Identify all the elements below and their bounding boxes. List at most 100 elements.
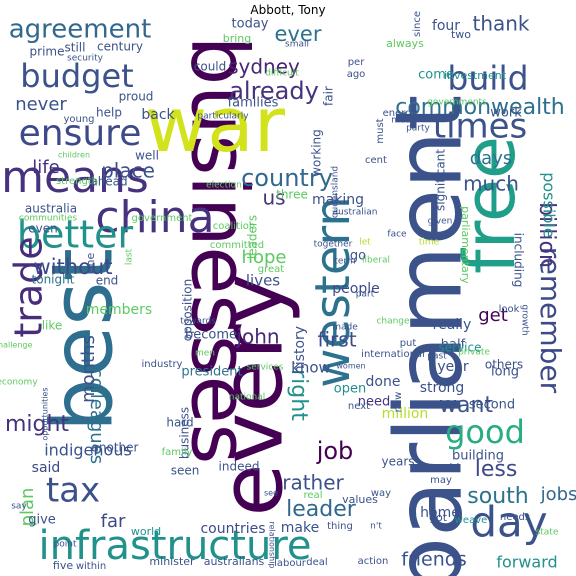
word-far-47: far bbox=[101, 511, 126, 532]
word-day-14: day bbox=[470, 498, 547, 547]
word-term-170: term bbox=[334, 257, 355, 267]
word-deal-125: deal bbox=[306, 557, 327, 568]
word-two-141: two bbox=[451, 28, 471, 41]
word-back-85: back bbox=[141, 107, 175, 123]
word-part-173: part bbox=[356, 290, 375, 300]
word-war-4: war bbox=[145, 80, 286, 169]
word-western-17: western bbox=[305, 196, 361, 387]
word-possible-45: possible bbox=[540, 172, 559, 238]
word-today-87: today bbox=[232, 17, 269, 32]
word-might-28: might bbox=[5, 412, 69, 437]
word-much-43: much bbox=[463, 172, 519, 196]
word-leaders-100: leaders bbox=[246, 215, 260, 259]
word-indigenous-55: indigenous bbox=[44, 441, 132, 460]
word-weave-131: weave bbox=[455, 515, 488, 526]
word-plan-46: plan bbox=[17, 488, 38, 527]
word-even-112: even bbox=[28, 222, 57, 236]
word-let-167: let bbox=[359, 238, 371, 248]
word-significant-102: significant bbox=[434, 149, 448, 211]
word-communities-153: communities bbox=[19, 214, 77, 224]
word-trade-16: trade bbox=[7, 236, 51, 337]
word-working-101: working bbox=[310, 129, 324, 177]
word-party-160: party bbox=[406, 124, 430, 134]
word-give-73: give bbox=[28, 513, 56, 528]
word-could-108: could bbox=[194, 60, 227, 74]
word-state-194: state bbox=[536, 528, 559, 538]
word-growth-139: growth bbox=[520, 304, 530, 335]
word-every-2: every bbox=[202, 274, 302, 517]
word-real-129: real bbox=[304, 490, 323, 501]
word-australians-120: australians bbox=[204, 555, 265, 568]
word-rather-37: rather bbox=[282, 471, 344, 495]
word-billion-24: billion bbox=[534, 202, 559, 268]
word-best-3: best bbox=[33, 248, 132, 432]
word-change-174: change bbox=[376, 317, 410, 327]
word-seen-118: seen bbox=[171, 464, 200, 478]
word-jobs-48: jobs bbox=[540, 484, 576, 505]
word-women-184: women bbox=[336, 362, 365, 371]
word-time-166: time bbox=[419, 238, 440, 248]
word-colleagues-31: colleagues bbox=[86, 368, 107, 464]
word-children-151: children bbox=[58, 151, 90, 160]
word-may-135: may bbox=[430, 475, 452, 486]
word-sydney-25: sydney bbox=[228, 55, 300, 79]
word-years-115: years bbox=[381, 455, 414, 469]
word-needs-132: needs bbox=[500, 512, 530, 523]
word-life-49: life bbox=[32, 157, 59, 178]
word-indeed-116: indeed bbox=[219, 460, 260, 474]
word-families-86: families bbox=[228, 96, 279, 111]
word-home-72: home bbox=[420, 505, 460, 521]
word-remember-20: remember bbox=[534, 247, 567, 394]
word-members-74: members bbox=[86, 302, 152, 318]
word-opposition-98: opposition bbox=[181, 279, 195, 342]
word-country-22: country bbox=[241, 164, 333, 192]
word-place-35: place bbox=[101, 159, 155, 183]
word-new-136: new bbox=[393, 392, 404, 413]
word-hope-52: hope bbox=[242, 247, 287, 268]
word-million-65: million bbox=[382, 406, 429, 422]
word-better-9: better bbox=[17, 213, 134, 257]
word-election-156: election bbox=[206, 181, 242, 191]
word-forward-57: forward bbox=[496, 553, 557, 572]
word-service-93: service bbox=[439, 341, 482, 355]
word-done-67: done bbox=[366, 374, 401, 390]
word-thank-50: thank bbox=[472, 12, 529, 36]
word-difficult-147: difficult bbox=[265, 69, 299, 79]
word-budget-8: budget bbox=[20, 57, 133, 95]
word-relationship-195: relationship bbox=[268, 521, 277, 568]
word-already-21: already bbox=[229, 77, 319, 105]
word-industry-182: industry bbox=[142, 359, 183, 370]
word-without-29: without bbox=[34, 255, 113, 279]
word-five-122: five bbox=[53, 559, 73, 572]
word-help-84: help bbox=[96, 106, 122, 120]
word-australia-110: australia bbox=[25, 202, 77, 216]
word-bring-107: bring bbox=[223, 32, 252, 45]
word-private-178: private bbox=[458, 348, 490, 358]
word-given-164: given bbox=[428, 217, 453, 227]
word-security-148: security bbox=[67, 54, 104, 64]
word-first-42: first bbox=[317, 328, 356, 352]
word-history-53: history bbox=[292, 326, 308, 374]
word-national-185: national bbox=[229, 393, 265, 403]
word-half-89: half bbox=[441, 338, 466, 353]
word-got-130: got bbox=[429, 511, 448, 524]
word-ago-145: ago bbox=[347, 69, 366, 80]
word-get-69: get bbox=[478, 305, 508, 326]
word-open-70: open bbox=[334, 382, 366, 397]
word-lives-58: lives bbox=[246, 272, 280, 290]
word-long-91: long bbox=[491, 365, 519, 380]
word-together-168: together bbox=[314, 240, 353, 250]
word-great-172: great bbox=[258, 264, 285, 275]
word-leader-36: leader bbox=[286, 497, 357, 522]
word-parliament-0: parliament bbox=[375, 95, 482, 576]
word-towards-180: towards bbox=[180, 317, 216, 327]
word-need-71: need bbox=[358, 395, 391, 410]
word-queensland-179: queensland bbox=[331, 166, 341, 218]
word-services-183: services bbox=[247, 363, 284, 373]
word-one-114: one bbox=[84, 253, 97, 274]
word-within-123: within bbox=[76, 561, 106, 572]
word-hard-95: hard bbox=[166, 416, 193, 430]
word-strong-68: strong bbox=[420, 380, 465, 396]
word-means-11: means bbox=[1, 152, 149, 203]
word-would-134: would bbox=[427, 461, 460, 474]
